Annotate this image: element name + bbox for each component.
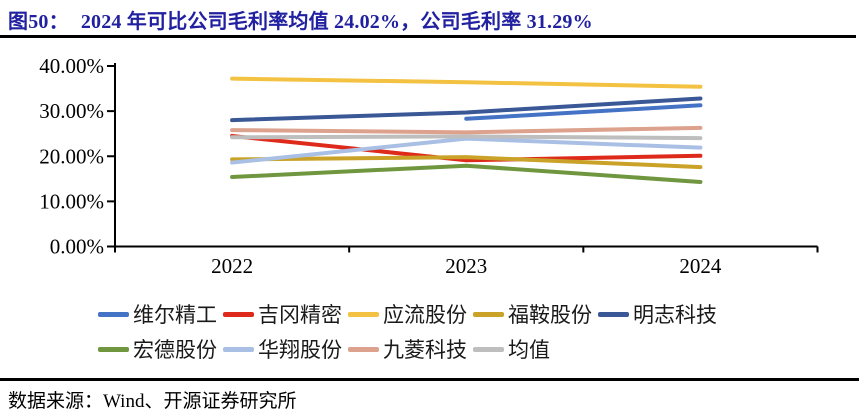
legend-swatch xyxy=(223,346,254,352)
chart-legend-row-2: 宏德股份 华翔股份 九菱科技 均值 xyxy=(98,336,550,362)
legend-swatch xyxy=(348,346,379,352)
data-source-note: 数据来源：Wind、开源证券研究所 xyxy=(8,391,297,412)
chart-area: 0.00% 10.00% 20.00% 30.00% 40.00% 2022 2023 202… xyxy=(39,54,819,278)
y-tick-label: 0.00% xyxy=(50,235,104,259)
legend-item-0: 维尔精工 xyxy=(98,299,217,329)
y-tick-label: 40.00% xyxy=(39,54,104,78)
title-divider-line xyxy=(0,35,856,38)
legend-item-2: 应流股份 xyxy=(348,299,467,329)
chart-legend-row-1: 维尔精工 吉冈精密 应流股份 福鞍股份 明志科技 xyxy=(98,301,717,327)
legend-swatch xyxy=(98,346,129,352)
legend-swatch xyxy=(473,346,504,352)
x-tick-label: 2024 xyxy=(679,254,722,278)
legend-item-7: 九菱科技 xyxy=(348,334,467,364)
x-tick-label: 2022 xyxy=(211,254,253,278)
legend-item-4: 明志科技 xyxy=(598,299,717,329)
y-tick-label: 20.00% xyxy=(39,144,104,168)
series-line-1 xyxy=(230,133,703,163)
legend-label: 应流股份 xyxy=(383,303,467,327)
series-line-5 xyxy=(230,163,703,184)
series-line-2 xyxy=(230,76,703,89)
legend-label: 九菱科技 xyxy=(383,338,467,362)
y-tick-label: 10.00% xyxy=(39,189,104,213)
series-line-7 xyxy=(230,125,703,135)
legend-swatch xyxy=(348,311,379,317)
legend-label: 福鞍股份 xyxy=(508,303,592,327)
series-line-0 xyxy=(464,103,703,121)
legend-item-6: 华翔股份 xyxy=(223,334,342,364)
x-tick-label: 2023 xyxy=(445,254,487,278)
legend-label: 明志科技 xyxy=(633,303,717,327)
series-line-3 xyxy=(230,155,703,170)
series-line-8 xyxy=(230,134,703,141)
legend-item-8: 均值 xyxy=(473,334,550,364)
series-line-6 xyxy=(230,136,703,165)
legend-label: 宏德股份 xyxy=(133,338,217,362)
legend-label: 吉冈精密 xyxy=(258,303,342,327)
legend-item-1: 吉冈精密 xyxy=(223,299,342,329)
legend-swatch xyxy=(473,311,504,317)
legend-label: 维尔精工 xyxy=(133,303,217,327)
y-tick-label: 30.00% xyxy=(39,99,104,123)
legend-item-5: 宏德股份 xyxy=(98,334,217,364)
line-chart: 0.00% 10.00% 20.00% 30.00% 40.00% 2022 2023 202… xyxy=(39,54,819,278)
series-line-4 xyxy=(230,96,703,123)
legend-label: 华翔股份 xyxy=(258,338,342,362)
legend-swatch xyxy=(98,311,129,317)
figure-number-label: 图50： xyxy=(8,11,69,33)
axis-lines xyxy=(114,63,818,248)
legend-label: 均值 xyxy=(508,338,550,362)
legend-swatch xyxy=(223,311,254,317)
legend-item-3: 福鞍股份 xyxy=(473,299,592,329)
source-divider-line xyxy=(0,378,859,381)
figure-title: 图50： 2024 年可比公司毛利率均值 24.02%，公司毛利率 31.29% xyxy=(8,5,593,34)
legend-swatch xyxy=(598,311,629,317)
figure-title-text: 2024 年可比公司毛利率均值 24.02%，公司毛利率 31.29% xyxy=(80,11,593,33)
